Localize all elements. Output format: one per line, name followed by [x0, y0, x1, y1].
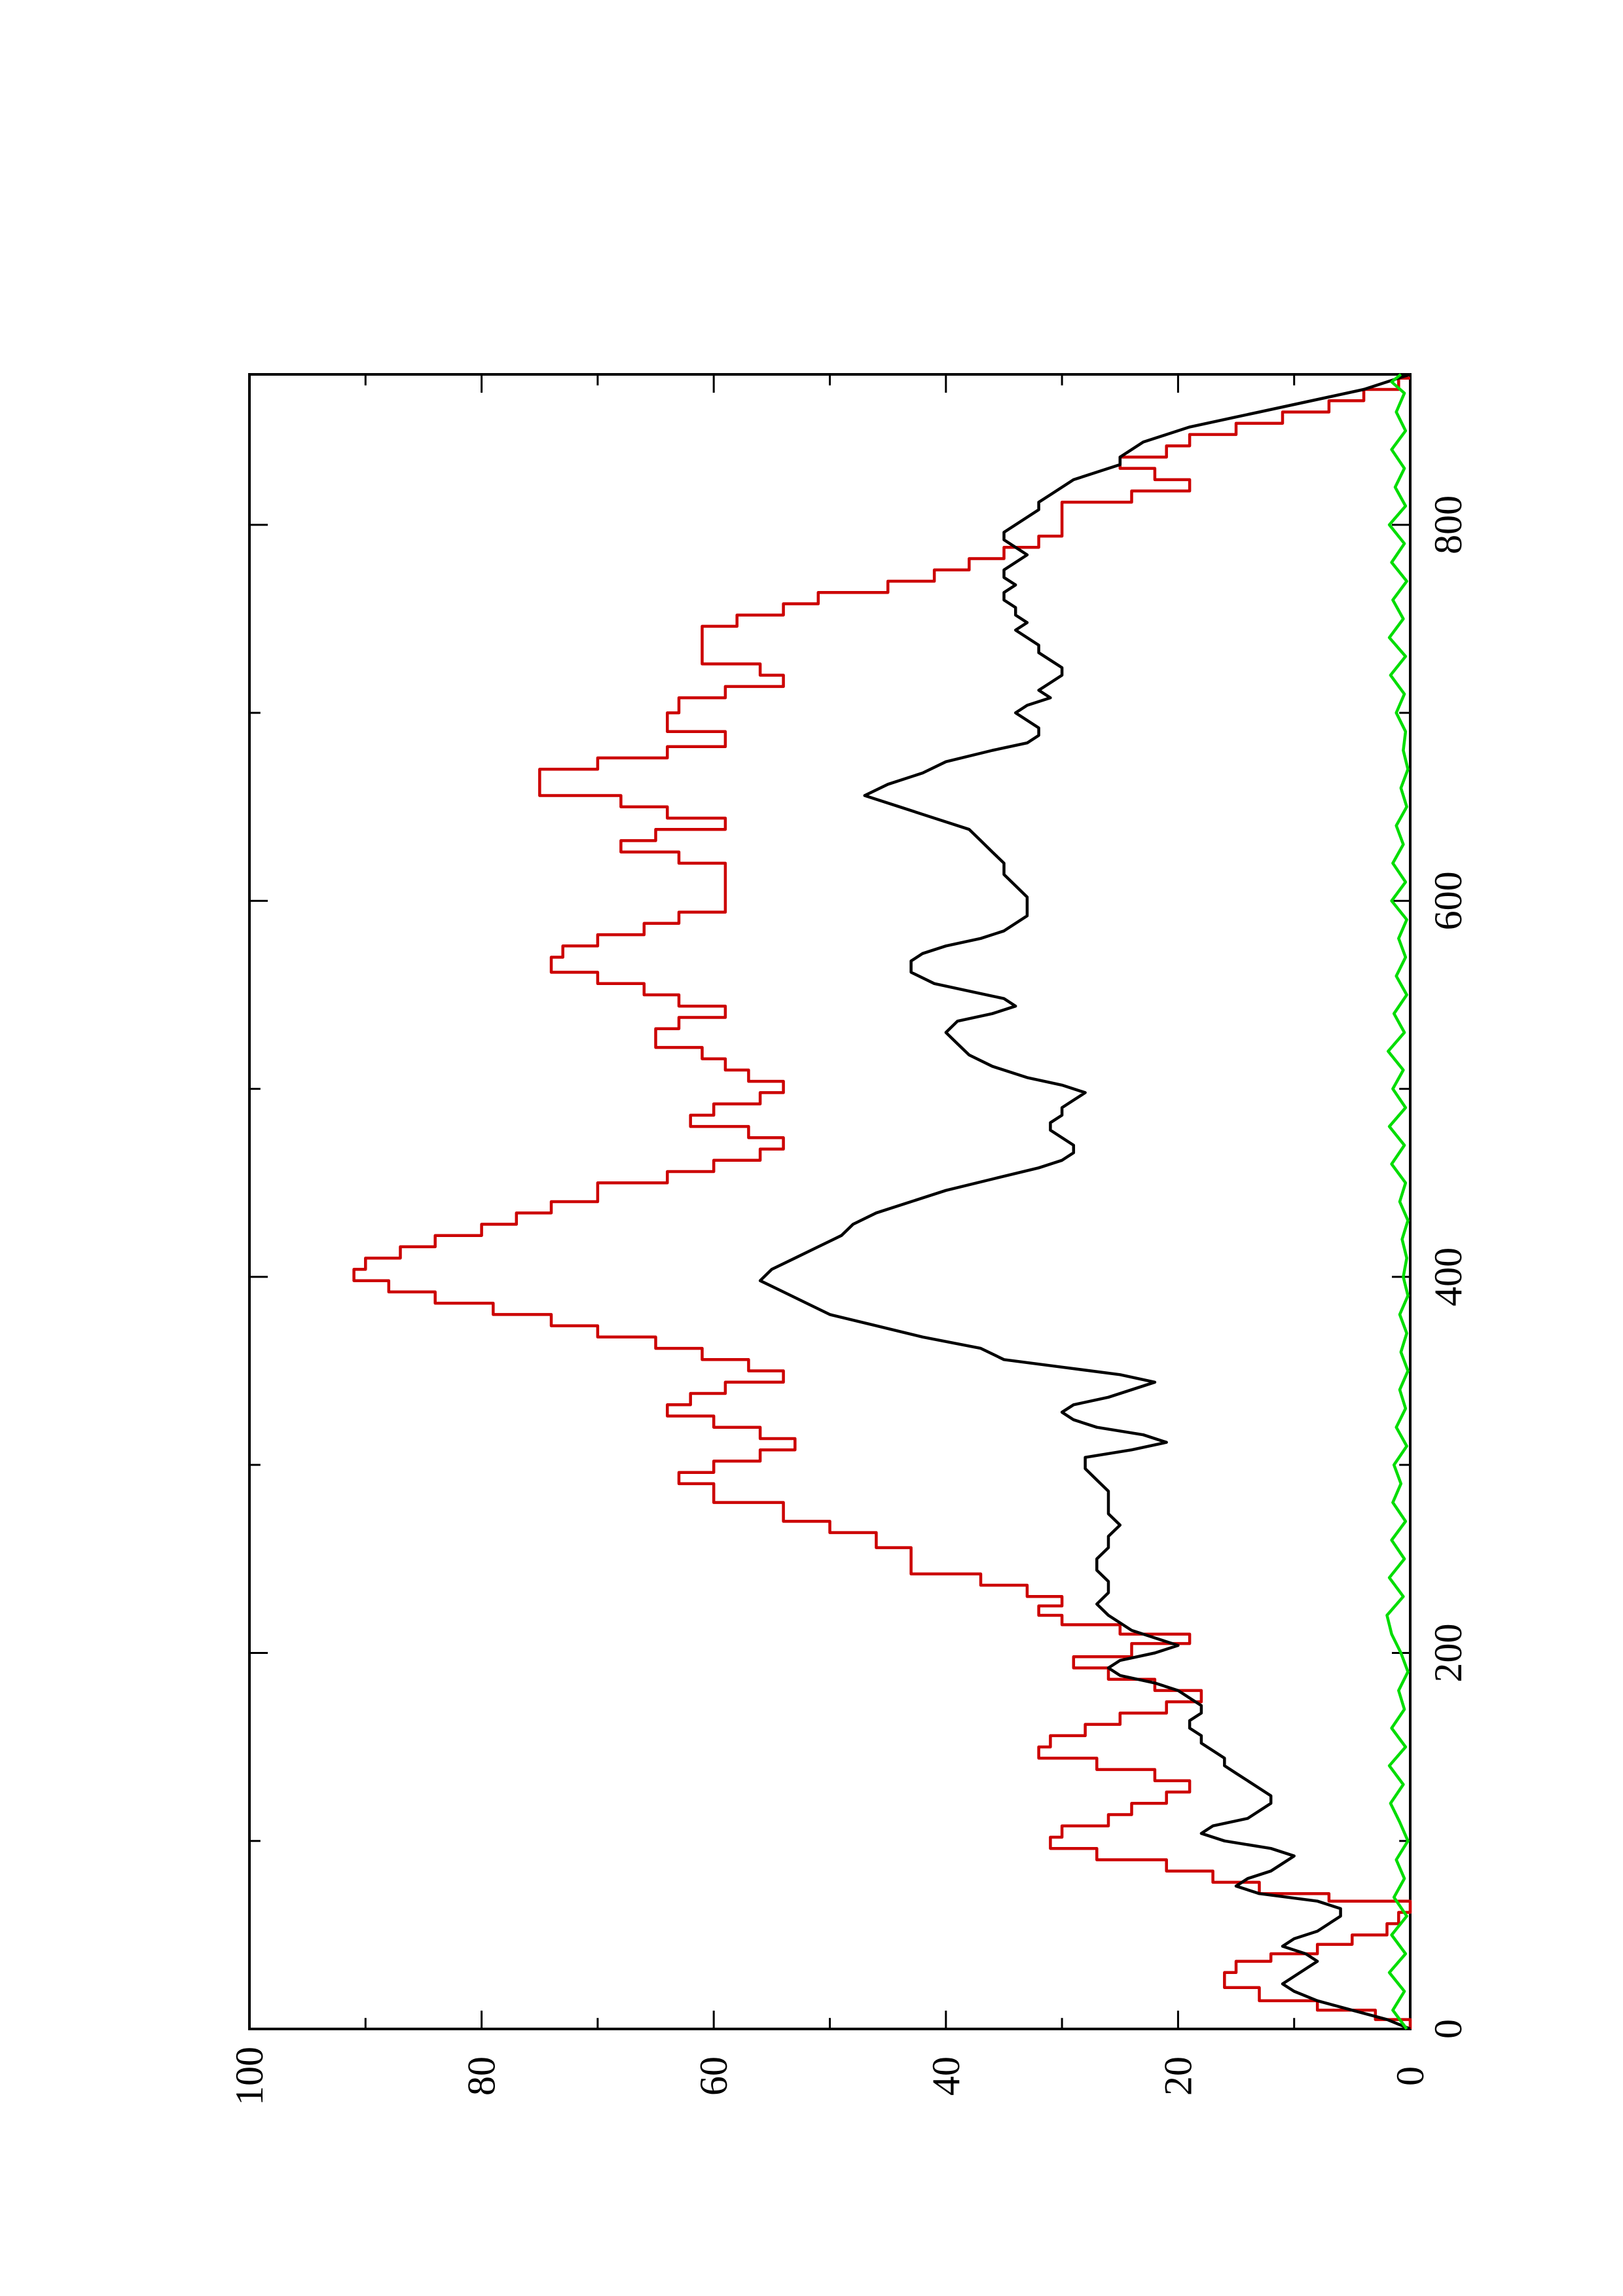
tick-labels: 0 200 400 600 800 0 20 40 60 80 100 — [228, 495, 1470, 2106]
series-layer — [352, 372, 1412, 2031]
series-line-1 — [352, 376, 1412, 2029]
y-tick-label: 80 — [460, 2056, 503, 2096]
x-tick-label: 200 — [1427, 1623, 1470, 1682]
series-line-2 — [758, 372, 1411, 2031]
x-tick-label: 400 — [1427, 1247, 1470, 1306]
x-tick-label: 0 — [1427, 2019, 1470, 2039]
x-tick-label: 800 — [1427, 495, 1470, 554]
y-tick-label: 20 — [1156, 2056, 1199, 2096]
tick-marks — [248, 374, 1412, 2030]
series-line-3 — [1385, 373, 1410, 2030]
y-tick-label: 100 — [228, 2047, 271, 2106]
x-tick-label: 600 — [1427, 871, 1470, 930]
y-tick-label: 60 — [692, 2056, 735, 2096]
y-tick-label: 0 — [1389, 2066, 1432, 2086]
chart-frame — [248, 373, 1412, 2030]
y-tick-label: 40 — [924, 2056, 968, 2096]
